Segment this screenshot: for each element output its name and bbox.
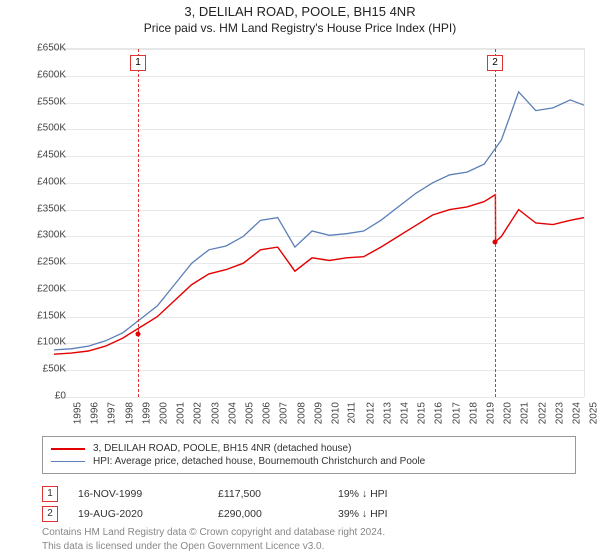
- sale-date: 16-NOV-1999: [78, 488, 198, 500]
- x-axis-label: 2016: [434, 402, 445, 424]
- x-axis-label: 2002: [193, 402, 204, 424]
- x-axis-label: 2001: [175, 402, 186, 424]
- table-row: 2 19-AUG-2020 £290,000 39% ↓ HPI: [42, 506, 458, 522]
- x-axis-label: 2024: [571, 402, 582, 424]
- legend-item: HPI: Average price, detached house, Bour…: [51, 456, 567, 467]
- x-axis-label: 2004: [227, 402, 238, 424]
- y-axis-label: £350K: [16, 203, 66, 214]
- y-axis-label: £450K: [16, 150, 66, 161]
- x-axis-label: 2007: [279, 402, 290, 424]
- legend-label: 3, DELILAH ROAD, POOLE, BH15 4NR (detach…: [93, 443, 351, 454]
- attribution-line: Contains HM Land Registry data © Crown c…: [42, 526, 385, 540]
- x-axis-label: 2020: [502, 402, 513, 424]
- x-axis-label: 1996: [89, 402, 100, 424]
- x-axis-label: 2008: [296, 402, 307, 424]
- page-subtitle: Price paid vs. HM Land Registry's House …: [0, 21, 600, 35]
- sale-price: £290,000: [218, 508, 318, 520]
- x-axis-label: 2012: [365, 402, 376, 424]
- chart-series: [54, 49, 584, 397]
- y-axis-label: £600K: [16, 69, 66, 80]
- x-axis-label: 2025: [588, 402, 599, 424]
- x-axis-label: 2011: [347, 402, 358, 424]
- legend-swatch: [51, 448, 85, 450]
- y-axis-label: £400K: [16, 176, 66, 187]
- page-title: 3, DELILAH ROAD, POOLE, BH15 4NR: [0, 4, 600, 19]
- x-axis-label: 2010: [330, 402, 341, 424]
- legend-swatch: [51, 461, 85, 462]
- legend-label: HPI: Average price, detached house, Bour…: [93, 456, 425, 467]
- sale-delta: 19% ↓ HPI: [338, 488, 458, 500]
- x-axis-label: 2014: [399, 402, 410, 424]
- x-axis-label: 2022: [537, 402, 548, 424]
- attribution-line: This data is licensed under the Open Gov…: [42, 540, 385, 554]
- x-axis-label: 2003: [210, 402, 221, 424]
- y-axis-label: £50K: [16, 364, 66, 375]
- y-axis-label: £650K: [16, 43, 66, 54]
- y-axis-label: £250K: [16, 257, 66, 268]
- x-axis-label: 1999: [141, 402, 152, 424]
- chart: 12: [54, 48, 585, 397]
- sales-table: 1 16-NOV-1999 £117,500 19% ↓ HPI 2 19-AU…: [42, 482, 458, 526]
- marker-line: [495, 49, 496, 397]
- marker-box: 1: [130, 55, 146, 71]
- attribution: Contains HM Land Registry data © Crown c…: [42, 526, 385, 553]
- y-axis-label: £150K: [16, 310, 66, 321]
- x-axis-label: 2021: [520, 402, 531, 424]
- line-hpi: [54, 92, 584, 350]
- sale-delta: 39% ↓ HPI: [338, 508, 458, 520]
- x-axis-label: 2006: [262, 402, 273, 424]
- x-axis-label: 1995: [72, 402, 83, 424]
- y-axis-label: £550K: [16, 96, 66, 107]
- x-axis-label: 2013: [382, 402, 393, 424]
- x-axis-label: 2015: [416, 402, 427, 424]
- x-axis-label: 2017: [451, 402, 462, 424]
- x-axis-label: 1998: [124, 402, 135, 424]
- sale-date: 19-AUG-2020: [78, 508, 198, 520]
- y-axis-label: £200K: [16, 283, 66, 294]
- line-price_paid: [54, 195, 584, 355]
- legend-item: 3, DELILAH ROAD, POOLE, BH15 4NR (detach…: [51, 443, 567, 454]
- y-axis-label: £500K: [16, 123, 66, 134]
- marker-line: [138, 49, 139, 397]
- table-row: 1 16-NOV-1999 £117,500 19% ↓ HPI: [42, 486, 458, 502]
- marker-box: 2: [487, 55, 503, 71]
- sale-price: £117,500: [218, 488, 318, 500]
- y-axis-label: £300K: [16, 230, 66, 241]
- y-axis-label: £0: [16, 391, 66, 402]
- x-axis-label: 2023: [554, 402, 565, 424]
- x-axis-label: 2019: [485, 402, 496, 424]
- x-axis-label: 2018: [468, 402, 479, 424]
- x-axis-label: 2000: [158, 402, 169, 424]
- x-axis-label: 1997: [107, 402, 118, 424]
- marker-point: [135, 331, 140, 336]
- marker-ref-box: 1: [42, 486, 58, 502]
- marker-point: [493, 239, 498, 244]
- legend: 3, DELILAH ROAD, POOLE, BH15 4NR (detach…: [42, 436, 576, 474]
- y-axis-label: £100K: [16, 337, 66, 348]
- x-axis-label: 2009: [313, 402, 324, 424]
- marker-ref-box: 2: [42, 506, 58, 522]
- x-axis-label: 2005: [244, 402, 255, 424]
